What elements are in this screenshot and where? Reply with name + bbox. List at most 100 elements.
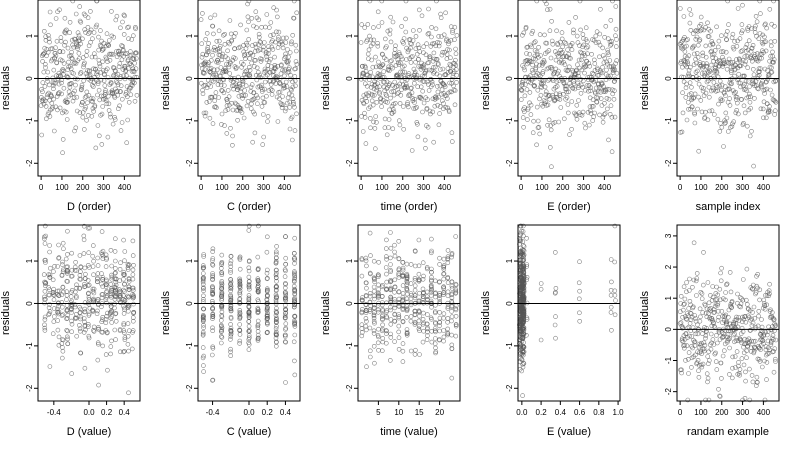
data-point: [428, 293, 434, 298]
data-point: [382, 79, 387, 85]
data-point: [246, 293, 252, 298]
data-point: [256, 335, 261, 341]
data-point: [549, 65, 555, 70]
data-point: [700, 361, 706, 367]
data-point: [246, 297, 252, 303]
data-point: [375, 333, 381, 338]
data-point: [404, 291, 410, 297]
data-point: [359, 326, 365, 331]
data-point: [59, 341, 65, 346]
data-point: [246, 314, 252, 320]
data-point: [261, 69, 267, 75]
data-point: [685, 335, 690, 340]
data-point: [518, 275, 524, 281]
data-point: [237, 296, 243, 301]
data-point: [82, 365, 88, 371]
x-tick-label: 200: [715, 183, 729, 192]
data-point: [368, 69, 374, 75]
data-point: [416, 318, 422, 324]
data-point: [227, 18, 233, 23]
data-point: [366, 56, 371, 62]
data-point: [213, 90, 219, 95]
data-point: [96, 326, 101, 332]
data-point: [226, 94, 232, 99]
data-point: [586, 60, 592, 66]
data-point: [283, 327, 288, 332]
data-point: [219, 318, 224, 323]
data-point: [429, 269, 434, 275]
data-point: [581, 42, 587, 48]
data-point: [289, 137, 295, 143]
data-point: [109, 288, 114, 293]
data-point: [371, 276, 377, 282]
x-tick-label: 10: [394, 408, 403, 417]
data-point: [421, 100, 427, 106]
data-point: [222, 41, 228, 47]
data-point: [771, 60, 776, 65]
data-point: [367, 348, 373, 354]
data-point: [751, 348, 757, 354]
data-point: [55, 327, 61, 333]
data-point: [400, 294, 406, 300]
data-point: [131, 301, 136, 307]
data-point: [94, 311, 100, 317]
data-point: [104, 279, 109, 284]
data-point: [218, 65, 224, 70]
data-point: [770, 49, 775, 55]
data-point: [445, 105, 451, 111]
data-point: [545, 123, 550, 128]
data-point: [707, 108, 713, 114]
data-point: [534, 104, 540, 110]
data-point: [371, 86, 377, 92]
data-point: [773, 100, 779, 105]
data-point: [273, 329, 279, 335]
data-point: [414, 120, 420, 125]
data-point: [264, 267, 270, 273]
data-point: [371, 331, 377, 336]
data-point: [758, 106, 764, 112]
data-point: [51, 319, 57, 324]
data-point: [292, 276, 297, 282]
data-point: [379, 20, 385, 25]
data-point: [597, 42, 603, 48]
data-point: [388, 267, 393, 273]
data-point: [94, 22, 100, 28]
data-point: [577, 310, 582, 316]
data-point: [82, 265, 88, 271]
data-point: [575, 70, 581, 76]
data-point: [724, 282, 729, 288]
data-point: [126, 390, 131, 396]
data-point: [727, 345, 732, 351]
data-point: [380, 97, 386, 103]
data-point: [425, 31, 431, 37]
data-point: [363, 141, 369, 146]
data-point: [751, 72, 757, 77]
data-point: [747, 366, 752, 372]
data-point: [60, 262, 65, 267]
data-point: [416, 309, 422, 314]
data-point: [404, 308, 410, 314]
data-point: [745, 47, 751, 53]
data-point: [764, 79, 769, 84]
data-point: [519, 356, 524, 362]
data-point: [219, 335, 225, 340]
data-point: [424, 337, 430, 343]
data-point: [95, 255, 100, 261]
data-point: [753, 78, 759, 84]
data-point: [723, 110, 729, 116]
data-point: [528, 80, 534, 86]
data-point: [282, 290, 288, 295]
y-tick-label: -2: [664, 388, 673, 396]
data-point: [117, 103, 122, 109]
data-point: [372, 320, 377, 326]
data-point: [686, 350, 692, 355]
y-tick-label: 0: [664, 76, 673, 81]
data-point: [65, 315, 70, 321]
data-point: [131, 315, 136, 320]
data-point: [445, 289, 451, 295]
data-point: [130, 292, 135, 297]
data-point: [54, 60, 60, 66]
x-axis-label: C (value): [227, 426, 272, 438]
